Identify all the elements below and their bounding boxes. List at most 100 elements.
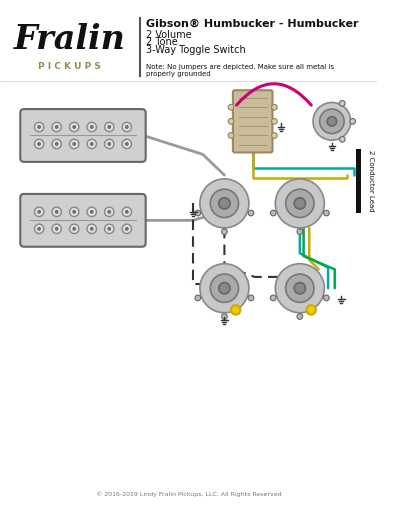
Circle shape — [55, 227, 58, 230]
Circle shape — [87, 224, 96, 234]
Circle shape — [122, 207, 132, 217]
Circle shape — [248, 210, 254, 216]
Circle shape — [272, 119, 277, 124]
Circle shape — [228, 119, 234, 124]
Circle shape — [87, 122, 96, 132]
Circle shape — [297, 229, 303, 235]
Circle shape — [324, 295, 329, 301]
Circle shape — [52, 224, 61, 234]
Circle shape — [320, 109, 344, 134]
Circle shape — [270, 295, 276, 301]
Circle shape — [126, 142, 128, 146]
Circle shape — [38, 125, 40, 128]
Circle shape — [104, 207, 114, 217]
Circle shape — [270, 210, 276, 216]
Circle shape — [73, 210, 76, 213]
Circle shape — [122, 139, 132, 149]
Circle shape — [219, 283, 230, 294]
Text: 3-Way Toggle Switch: 3-Way Toggle Switch — [146, 45, 246, 55]
Circle shape — [200, 179, 249, 228]
Circle shape — [350, 119, 356, 124]
Circle shape — [294, 283, 306, 294]
Circle shape — [38, 142, 40, 146]
Circle shape — [34, 139, 44, 149]
Circle shape — [87, 207, 96, 217]
Circle shape — [297, 314, 303, 319]
Circle shape — [222, 314, 227, 319]
Circle shape — [52, 207, 61, 217]
Circle shape — [228, 133, 234, 138]
Text: © 2016-2019 Lindy Fralin Pickups, LLC. All Rights Reserved: © 2016-2019 Lindy Fralin Pickups, LLC. A… — [96, 491, 281, 497]
Circle shape — [70, 207, 79, 217]
Circle shape — [108, 125, 111, 128]
Circle shape — [231, 305, 240, 314]
Circle shape — [210, 189, 238, 218]
Circle shape — [340, 136, 345, 142]
Circle shape — [272, 104, 277, 110]
Circle shape — [38, 210, 40, 213]
Bar — [356, 149, 361, 213]
Circle shape — [73, 125, 76, 128]
Circle shape — [38, 227, 40, 230]
Circle shape — [52, 139, 61, 149]
Circle shape — [90, 142, 93, 146]
Text: 2 Volume: 2 Volume — [146, 30, 192, 39]
Circle shape — [126, 210, 128, 213]
Circle shape — [122, 122, 132, 132]
Circle shape — [286, 274, 314, 303]
Circle shape — [195, 295, 201, 301]
Circle shape — [70, 139, 79, 149]
Circle shape — [272, 133, 277, 138]
Circle shape — [327, 117, 337, 126]
Circle shape — [104, 139, 114, 149]
Circle shape — [73, 227, 76, 230]
Circle shape — [108, 142, 111, 146]
Circle shape — [313, 103, 351, 140]
FancyBboxPatch shape — [20, 194, 146, 247]
Circle shape — [73, 142, 76, 146]
FancyBboxPatch shape — [233, 90, 272, 152]
Circle shape — [126, 125, 128, 128]
Text: Fralin: Fralin — [14, 23, 126, 56]
Circle shape — [34, 224, 44, 234]
Circle shape — [108, 227, 111, 230]
Circle shape — [104, 224, 114, 234]
FancyArrowPatch shape — [236, 84, 311, 105]
Circle shape — [55, 210, 58, 213]
Circle shape — [200, 264, 249, 313]
Text: 2 Conductor Lead: 2 Conductor Lead — [368, 150, 374, 211]
FancyBboxPatch shape — [20, 109, 146, 162]
Circle shape — [34, 122, 44, 132]
Circle shape — [70, 224, 79, 234]
Circle shape — [306, 305, 316, 314]
Circle shape — [340, 100, 345, 106]
Circle shape — [90, 227, 93, 230]
Circle shape — [324, 210, 329, 216]
Circle shape — [55, 142, 58, 146]
Circle shape — [286, 189, 314, 218]
Circle shape — [294, 198, 306, 209]
Circle shape — [90, 125, 93, 128]
Text: Gibson® Humbucker - Humbucker: Gibson® Humbucker - Humbucker — [146, 19, 359, 29]
Circle shape — [222, 229, 227, 235]
Circle shape — [122, 224, 132, 234]
Circle shape — [248, 295, 254, 301]
Circle shape — [87, 139, 96, 149]
Circle shape — [219, 198, 230, 209]
Text: P I C K U P S: P I C K U P S — [38, 62, 101, 71]
Circle shape — [52, 122, 61, 132]
Text: 2 Tone: 2 Tone — [146, 37, 178, 47]
Circle shape — [228, 104, 234, 110]
Circle shape — [126, 227, 128, 230]
Circle shape — [104, 122, 114, 132]
Circle shape — [210, 274, 238, 303]
Circle shape — [34, 207, 44, 217]
Text: Note: No jumpers are depicted. Make sure all metal is
properly grounded: Note: No jumpers are depicted. Make sure… — [146, 64, 334, 77]
Circle shape — [108, 210, 111, 213]
Circle shape — [275, 179, 324, 228]
Circle shape — [275, 264, 324, 313]
Circle shape — [70, 122, 79, 132]
Circle shape — [90, 210, 93, 213]
Circle shape — [195, 210, 201, 216]
Circle shape — [55, 125, 58, 128]
